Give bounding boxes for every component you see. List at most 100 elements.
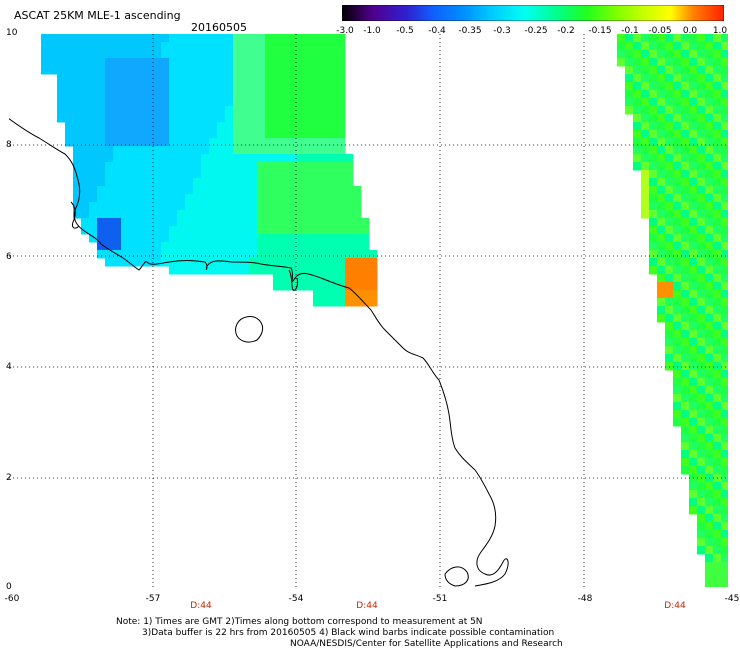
swath-cell [665, 138, 674, 147]
swath-cell [705, 50, 714, 59]
swath-cell [233, 234, 242, 243]
swath-cell [153, 226, 162, 235]
swath-cell [209, 114, 218, 123]
swath-cell [225, 82, 234, 91]
swath-cell [657, 66, 666, 75]
swath-cell [673, 322, 682, 331]
swath-cell [305, 154, 314, 163]
swath-cell [665, 114, 674, 123]
swath-cell [177, 250, 186, 259]
longitude-label: -51 [432, 594, 448, 604]
swath-cell [89, 42, 98, 51]
swath-cell [681, 434, 690, 443]
swath-cell [633, 82, 642, 91]
swath-cell [273, 74, 282, 83]
swath-cell [233, 42, 242, 51]
swath-cell [337, 218, 346, 227]
swath-cell [137, 50, 146, 59]
swath-cell [105, 98, 114, 107]
swath-cell [681, 178, 690, 187]
latitude-label: 8 [6, 140, 12, 150]
swath-cell [233, 34, 242, 43]
swath-cell [185, 266, 194, 275]
swath-cell [721, 426, 728, 435]
swath-cell [177, 202, 186, 211]
swath-cell [241, 266, 250, 275]
swath-cell [321, 234, 330, 243]
swath-cell [321, 58, 330, 67]
swath-cell [257, 250, 266, 259]
colorbar-label: -3.0 [336, 26, 354, 36]
swath-cell [633, 114, 642, 123]
swath-cell [697, 194, 706, 203]
swath-cell [697, 546, 706, 555]
swath-cell [137, 226, 146, 235]
swath-cell [721, 234, 728, 243]
swath-cell [321, 106, 330, 115]
swath-cell [689, 322, 698, 331]
swath-cell [209, 66, 218, 75]
island-outline-2 [444, 566, 469, 587]
swath-cell [657, 194, 666, 203]
swath-cell [81, 226, 90, 235]
swath-cell [249, 34, 258, 43]
swath-cell [225, 178, 234, 187]
note-line-1: Note: 1) Times are GMT 2)Times along bot… [116, 617, 483, 627]
swath-cell [57, 106, 66, 115]
swath-cell [329, 226, 338, 235]
swath-cell [697, 538, 706, 547]
swath-cell [649, 218, 658, 227]
swath-cell [225, 74, 234, 83]
swath-cell [185, 234, 194, 243]
swath-cell [705, 242, 714, 251]
swath-cell [121, 58, 130, 67]
swath-cell [281, 106, 290, 115]
swath-cell [257, 130, 266, 139]
swath-cell [657, 90, 666, 99]
swath-cell [649, 210, 658, 219]
swath-cell [641, 146, 650, 155]
swath-cell [345, 154, 354, 163]
swath-cell [657, 50, 666, 59]
swath-cell [169, 162, 178, 171]
swath-cell [177, 266, 186, 275]
swath-cell [641, 114, 650, 123]
swath-cell [705, 354, 714, 363]
swath-cell [41, 42, 50, 51]
swath-cell [657, 210, 666, 219]
swath-cell [657, 186, 666, 195]
swath-cell [73, 90, 82, 99]
swath-cell [617, 34, 626, 43]
swath-cell [145, 226, 154, 235]
swath-cell [673, 90, 682, 99]
swath-cell [665, 330, 674, 339]
swath-cell [337, 202, 346, 211]
swath-cell [249, 42, 258, 51]
swath-cell [705, 498, 714, 507]
swath-cell [697, 322, 706, 331]
swath-cell [129, 58, 138, 67]
swath-cell [697, 522, 706, 531]
swath-cell [217, 90, 226, 99]
swath-cell [713, 410, 722, 419]
swath-cell [353, 218, 362, 227]
swath-cell [705, 210, 714, 219]
swath-cell [105, 82, 114, 91]
swath-cell [113, 114, 122, 123]
swath-cell [721, 322, 728, 331]
swath-cell [81, 178, 90, 187]
swath-cell [209, 266, 218, 275]
swath-cell [361, 258, 370, 267]
swath-cell [73, 114, 82, 123]
swath-cell [721, 330, 728, 339]
swath-cell [721, 66, 728, 75]
swath-cell [201, 162, 210, 171]
swath-cell [193, 266, 202, 275]
swath-cell [73, 186, 82, 195]
swath-cell [249, 106, 258, 115]
swath-cell [369, 290, 378, 299]
swath-cell [641, 90, 650, 99]
swath-cell [321, 130, 330, 139]
swath-cell [625, 82, 634, 91]
swath-cell [193, 258, 202, 267]
